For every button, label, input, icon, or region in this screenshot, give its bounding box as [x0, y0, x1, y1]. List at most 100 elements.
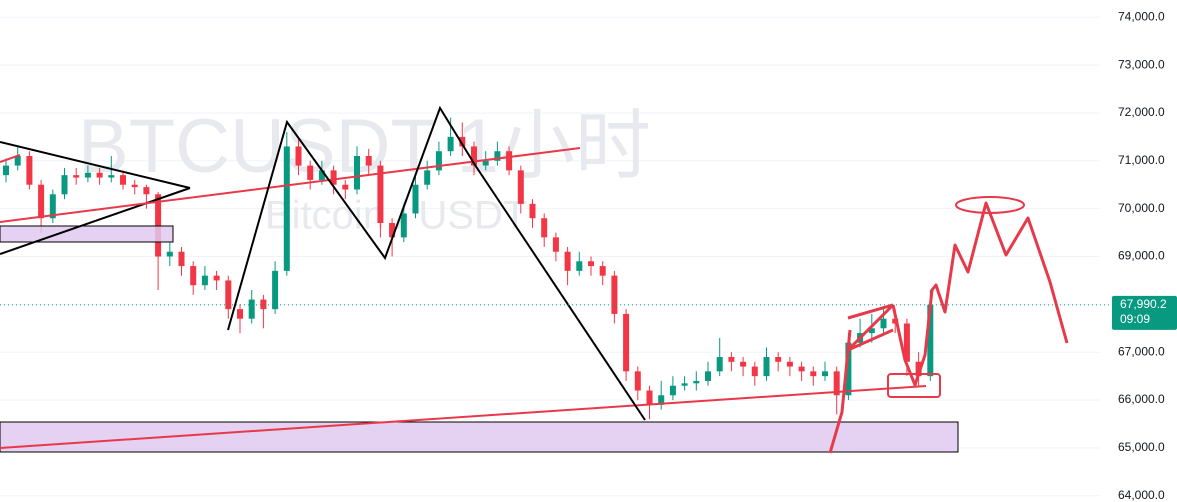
candle-body	[389, 223, 396, 238]
candle-body	[272, 270, 279, 310]
highlight-box	[887, 373, 941, 398]
candle-body	[459, 136, 466, 147]
candle-body	[84, 172, 91, 178]
candle-body	[786, 361, 793, 367]
candle-body	[26, 156, 33, 185]
candle-body	[190, 266, 197, 286]
candle-body	[868, 328, 875, 334]
candle-body	[541, 218, 548, 238]
trend-line	[0, 154, 21, 163]
candle-body	[623, 313, 630, 372]
flag-pattern	[846, 303, 895, 352]
candle-body	[552, 237, 559, 252]
drawings	[0, 105, 1069, 454]
candle-body	[213, 275, 220, 281]
candle-body	[822, 371, 828, 377]
candle-body	[716, 356, 723, 372]
candle-body	[681, 383, 688, 386]
candle-body	[564, 251, 571, 271]
candle-body	[529, 203, 536, 219]
candle-body	[155, 194, 162, 257]
candle-body	[728, 356, 735, 362]
candle-body	[763, 356, 770, 377]
trend-line	[0, 147, 581, 223]
candle-body	[705, 371, 711, 381]
y-tick-label: 66,000.0	[1118, 392, 1165, 406]
candle-body	[120, 175, 126, 185]
candle-body	[166, 251, 173, 257]
y-tick-label: 69,000.0	[1118, 249, 1165, 263]
candle-body	[740, 361, 747, 367]
candle-body	[73, 175, 80, 178]
last-price-label: 67,990.2	[1120, 297, 1167, 311]
candle-body	[201, 275, 208, 286]
candle-body	[588, 261, 594, 267]
trend-line	[0, 385, 927, 449]
candle-body	[775, 356, 782, 362]
candle-body	[927, 304, 934, 377]
candle-body	[412, 184, 419, 214]
candle-body	[318, 170, 325, 180]
y-tick-label: 74,000.0	[1118, 9, 1165, 23]
target-ellipse	[955, 196, 1025, 214]
candle-body	[517, 170, 524, 204]
candle-body	[38, 184, 45, 219]
y-tick-label: 72,000.0	[1118, 105, 1165, 119]
hand-drawn-path	[828, 329, 852, 454]
candle-body	[248, 299, 255, 319]
candle-body	[576, 261, 583, 271]
candle-body	[903, 323, 910, 362]
candle-body	[634, 371, 641, 391]
candle-body	[96, 172, 103, 178]
candle-body	[237, 309, 243, 319]
candle-body	[845, 342, 852, 396]
candle-body	[377, 165, 384, 224]
y-tick-label: 70,000.0	[1118, 201, 1165, 215]
watermark-subtitle: Bitcoin / USDT	[265, 194, 527, 238]
candle-body	[178, 251, 185, 267]
candle-body	[307, 165, 314, 180]
y-tick-label: 71,000.0	[1118, 153, 1165, 167]
price-axis: 64,000.065,000.066,000.067,000.068,000.0…	[1118, 9, 1165, 502]
candle-body	[915, 361, 922, 377]
candle-body	[354, 156, 360, 190]
last-price-tag: 67,990.2 09:09	[1112, 295, 1177, 330]
candle-body	[447, 136, 454, 152]
candle-body	[810, 371, 817, 377]
candle-body	[283, 146, 290, 271]
trend-line	[0, 187, 191, 255]
candle-body	[131, 184, 138, 188]
candle-body	[61, 175, 68, 195]
candle-body	[49, 194, 56, 219]
candle-body	[3, 165, 9, 176]
projection-path	[891, 201, 1069, 387]
y-tick-label: 67,000.0	[1118, 344, 1165, 358]
candle-body	[494, 151, 501, 161]
candle-body	[646, 390, 653, 405]
candle-body	[611, 275, 618, 314]
candle-body	[108, 175, 115, 178]
candle-body	[880, 318, 887, 329]
candle-body	[658, 395, 665, 405]
candle-body	[471, 146, 477, 166]
candle-body	[833, 371, 840, 396]
candle-body	[482, 160, 489, 166]
candle-body	[330, 170, 337, 185]
price-tag-box	[1112, 295, 1177, 330]
y-tick-label: 73,000.0	[1118, 57, 1165, 71]
countdown-label: 09:09	[1120, 312, 1150, 326]
candle-body	[400, 213, 407, 238]
candle-body	[225, 280, 232, 310]
trend-line	[0, 141, 191, 189]
wave-path	[227, 105, 646, 421]
candle-body	[506, 151, 513, 171]
candle-body	[669, 385, 676, 396]
candle-body	[424, 170, 431, 185]
candle-body	[798, 366, 805, 372]
candle-body	[599, 266, 606, 276]
zone-box	[0, 421, 959, 453]
candle-body	[260, 299, 267, 310]
candle-body	[435, 151, 442, 171]
candle-body	[14, 156, 21, 166]
